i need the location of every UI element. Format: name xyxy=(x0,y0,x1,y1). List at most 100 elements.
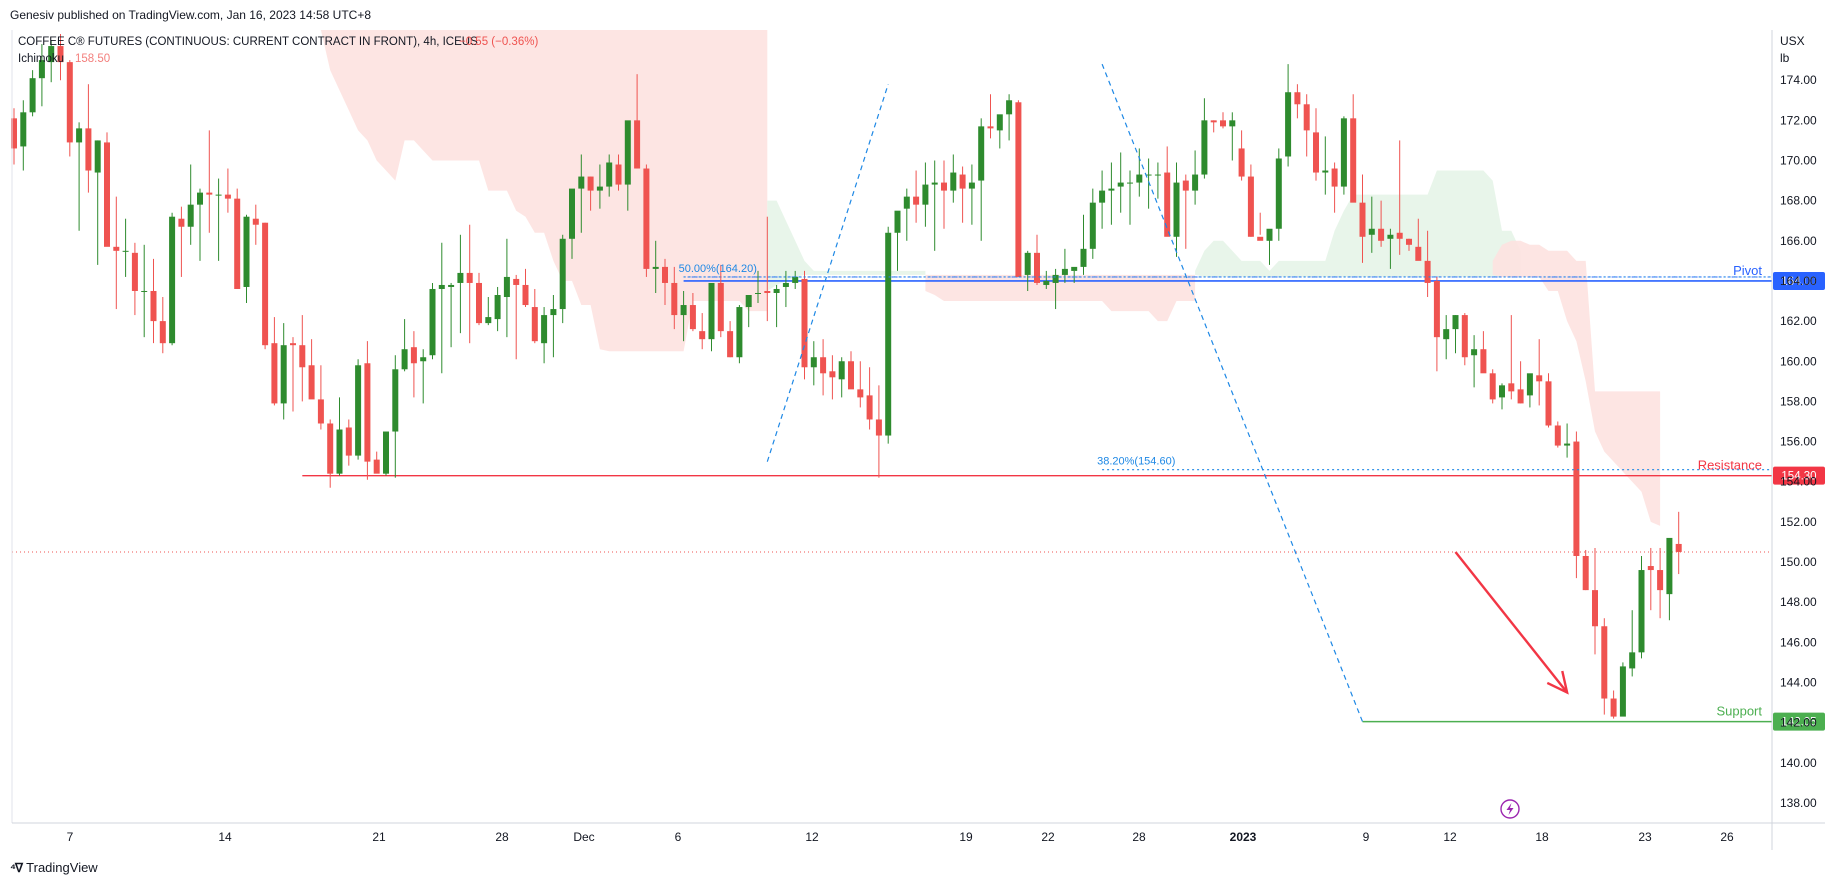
candle-body xyxy=(104,142,110,247)
candle-body xyxy=(420,357,427,362)
candle-body xyxy=(280,345,287,404)
candle-body xyxy=(727,331,734,358)
support-price-tag xyxy=(1773,712,1825,731)
candle-body xyxy=(1387,234,1394,239)
candle-body xyxy=(57,46,64,63)
candle-body xyxy=(1117,182,1124,187)
candle-body xyxy=(894,210,901,233)
candle-body xyxy=(234,198,241,289)
candle-body xyxy=(559,238,566,310)
x-tick-label: 18 xyxy=(1535,830,1549,844)
candle-body xyxy=(1452,315,1459,330)
candle-body xyxy=(383,431,389,474)
candle-body xyxy=(689,305,696,330)
legend-change: −0.55 (−0.36%) xyxy=(459,36,538,48)
candle-body xyxy=(634,120,641,169)
candle-body xyxy=(596,186,603,191)
unit-label: lb xyxy=(1780,51,1790,65)
candle-body xyxy=(308,365,315,400)
lightning-icon[interactable] xyxy=(1500,799,1520,819)
candle-body xyxy=(755,292,761,294)
candle-body xyxy=(392,369,399,432)
candle-body xyxy=(429,288,436,356)
y-tick-label: 174.00 xyxy=(1780,73,1817,87)
candle-body xyxy=(1657,570,1664,591)
candle-body xyxy=(1471,349,1478,356)
candle-body xyxy=(792,276,799,283)
candle-body xyxy=(448,284,455,287)
candle-body xyxy=(941,182,947,191)
legend-indicator: Ichimoku xyxy=(18,53,64,65)
y-tick-label: 166.00 xyxy=(1780,234,1817,248)
candle-body xyxy=(1313,132,1319,173)
y-tick-label: 168.00 xyxy=(1780,194,1817,208)
candle-body xyxy=(717,282,724,332)
x-tick-label: 12 xyxy=(1443,830,1457,844)
candle-body xyxy=(1331,168,1338,187)
candle-body xyxy=(801,278,808,368)
candle-body xyxy=(1461,315,1468,358)
candle-body xyxy=(922,184,929,205)
candle-body xyxy=(978,126,985,181)
candle-body xyxy=(1629,652,1636,669)
candle-body xyxy=(410,347,417,364)
candle-body xyxy=(866,395,873,420)
candle-body xyxy=(875,419,882,436)
cloud-segment xyxy=(925,274,1196,322)
fib-swing-line xyxy=(766,84,889,462)
candle-body xyxy=(66,62,73,143)
candle-body xyxy=(1536,375,1543,382)
candle-body xyxy=(206,192,213,195)
candle-body xyxy=(1675,543,1682,552)
candle-body xyxy=(178,218,185,227)
candle-body xyxy=(1638,570,1645,653)
x-tick-label: 2023 xyxy=(1230,830,1257,844)
candle-body xyxy=(1554,425,1561,446)
fib-swing-line xyxy=(1101,63,1364,722)
x-tick-label: 12 xyxy=(805,830,819,844)
y-tick-label: 154.00 xyxy=(1780,475,1817,489)
legend-symbol: COFFEE C® FUTURES (CONTINUOUS: CURRENT C… xyxy=(18,36,478,48)
candle-body xyxy=(476,282,482,324)
candle-body xyxy=(373,459,380,474)
candle-body xyxy=(1340,118,1347,187)
axes: 138.00 140.00 142.00 144.00 146.00 148.00 150.… xyxy=(11,30,1825,850)
candle-body xyxy=(1192,174,1199,191)
candle-body xyxy=(1136,174,1143,183)
support-label: Support xyxy=(1716,704,1762,719)
candle-body xyxy=(1480,349,1487,374)
drawings: 50.00%(164.20) 38.20%(154.60) xyxy=(679,63,1772,722)
candle-body xyxy=(931,182,938,185)
candle-body xyxy=(169,216,176,344)
candle-body xyxy=(48,46,55,63)
candle-body xyxy=(401,349,408,370)
candle-body xyxy=(699,331,706,340)
candle-body xyxy=(224,194,231,199)
candle-body xyxy=(810,357,817,368)
cloud-segment xyxy=(320,30,768,352)
candle-body xyxy=(1108,188,1115,191)
candle-body xyxy=(1406,238,1412,245)
candle-body xyxy=(1322,170,1329,173)
candle-body xyxy=(736,307,743,358)
candle-body xyxy=(615,164,622,185)
candle-body xyxy=(1294,92,1301,105)
candle-body xyxy=(848,361,854,390)
resistance-label: Resistance xyxy=(1698,458,1762,473)
candle-body xyxy=(764,290,771,293)
footer-brand: TradingView xyxy=(26,860,98,875)
candle-body xyxy=(94,140,101,173)
candle-body xyxy=(345,427,352,456)
x-tick-label: Dec xyxy=(573,830,594,844)
candle-body xyxy=(1089,202,1096,249)
candle-body xyxy=(1145,174,1152,176)
candle-body xyxy=(1424,260,1431,283)
cloud-segment xyxy=(767,200,926,291)
candle-body xyxy=(578,176,585,189)
x-tick-label: 9 xyxy=(1363,830,1370,844)
candle-body xyxy=(838,361,845,380)
y-tick-label: 172.00 xyxy=(1780,113,1817,127)
x-tick-label: 6 xyxy=(675,830,682,844)
y-tick-label: 146.00 xyxy=(1780,635,1817,649)
